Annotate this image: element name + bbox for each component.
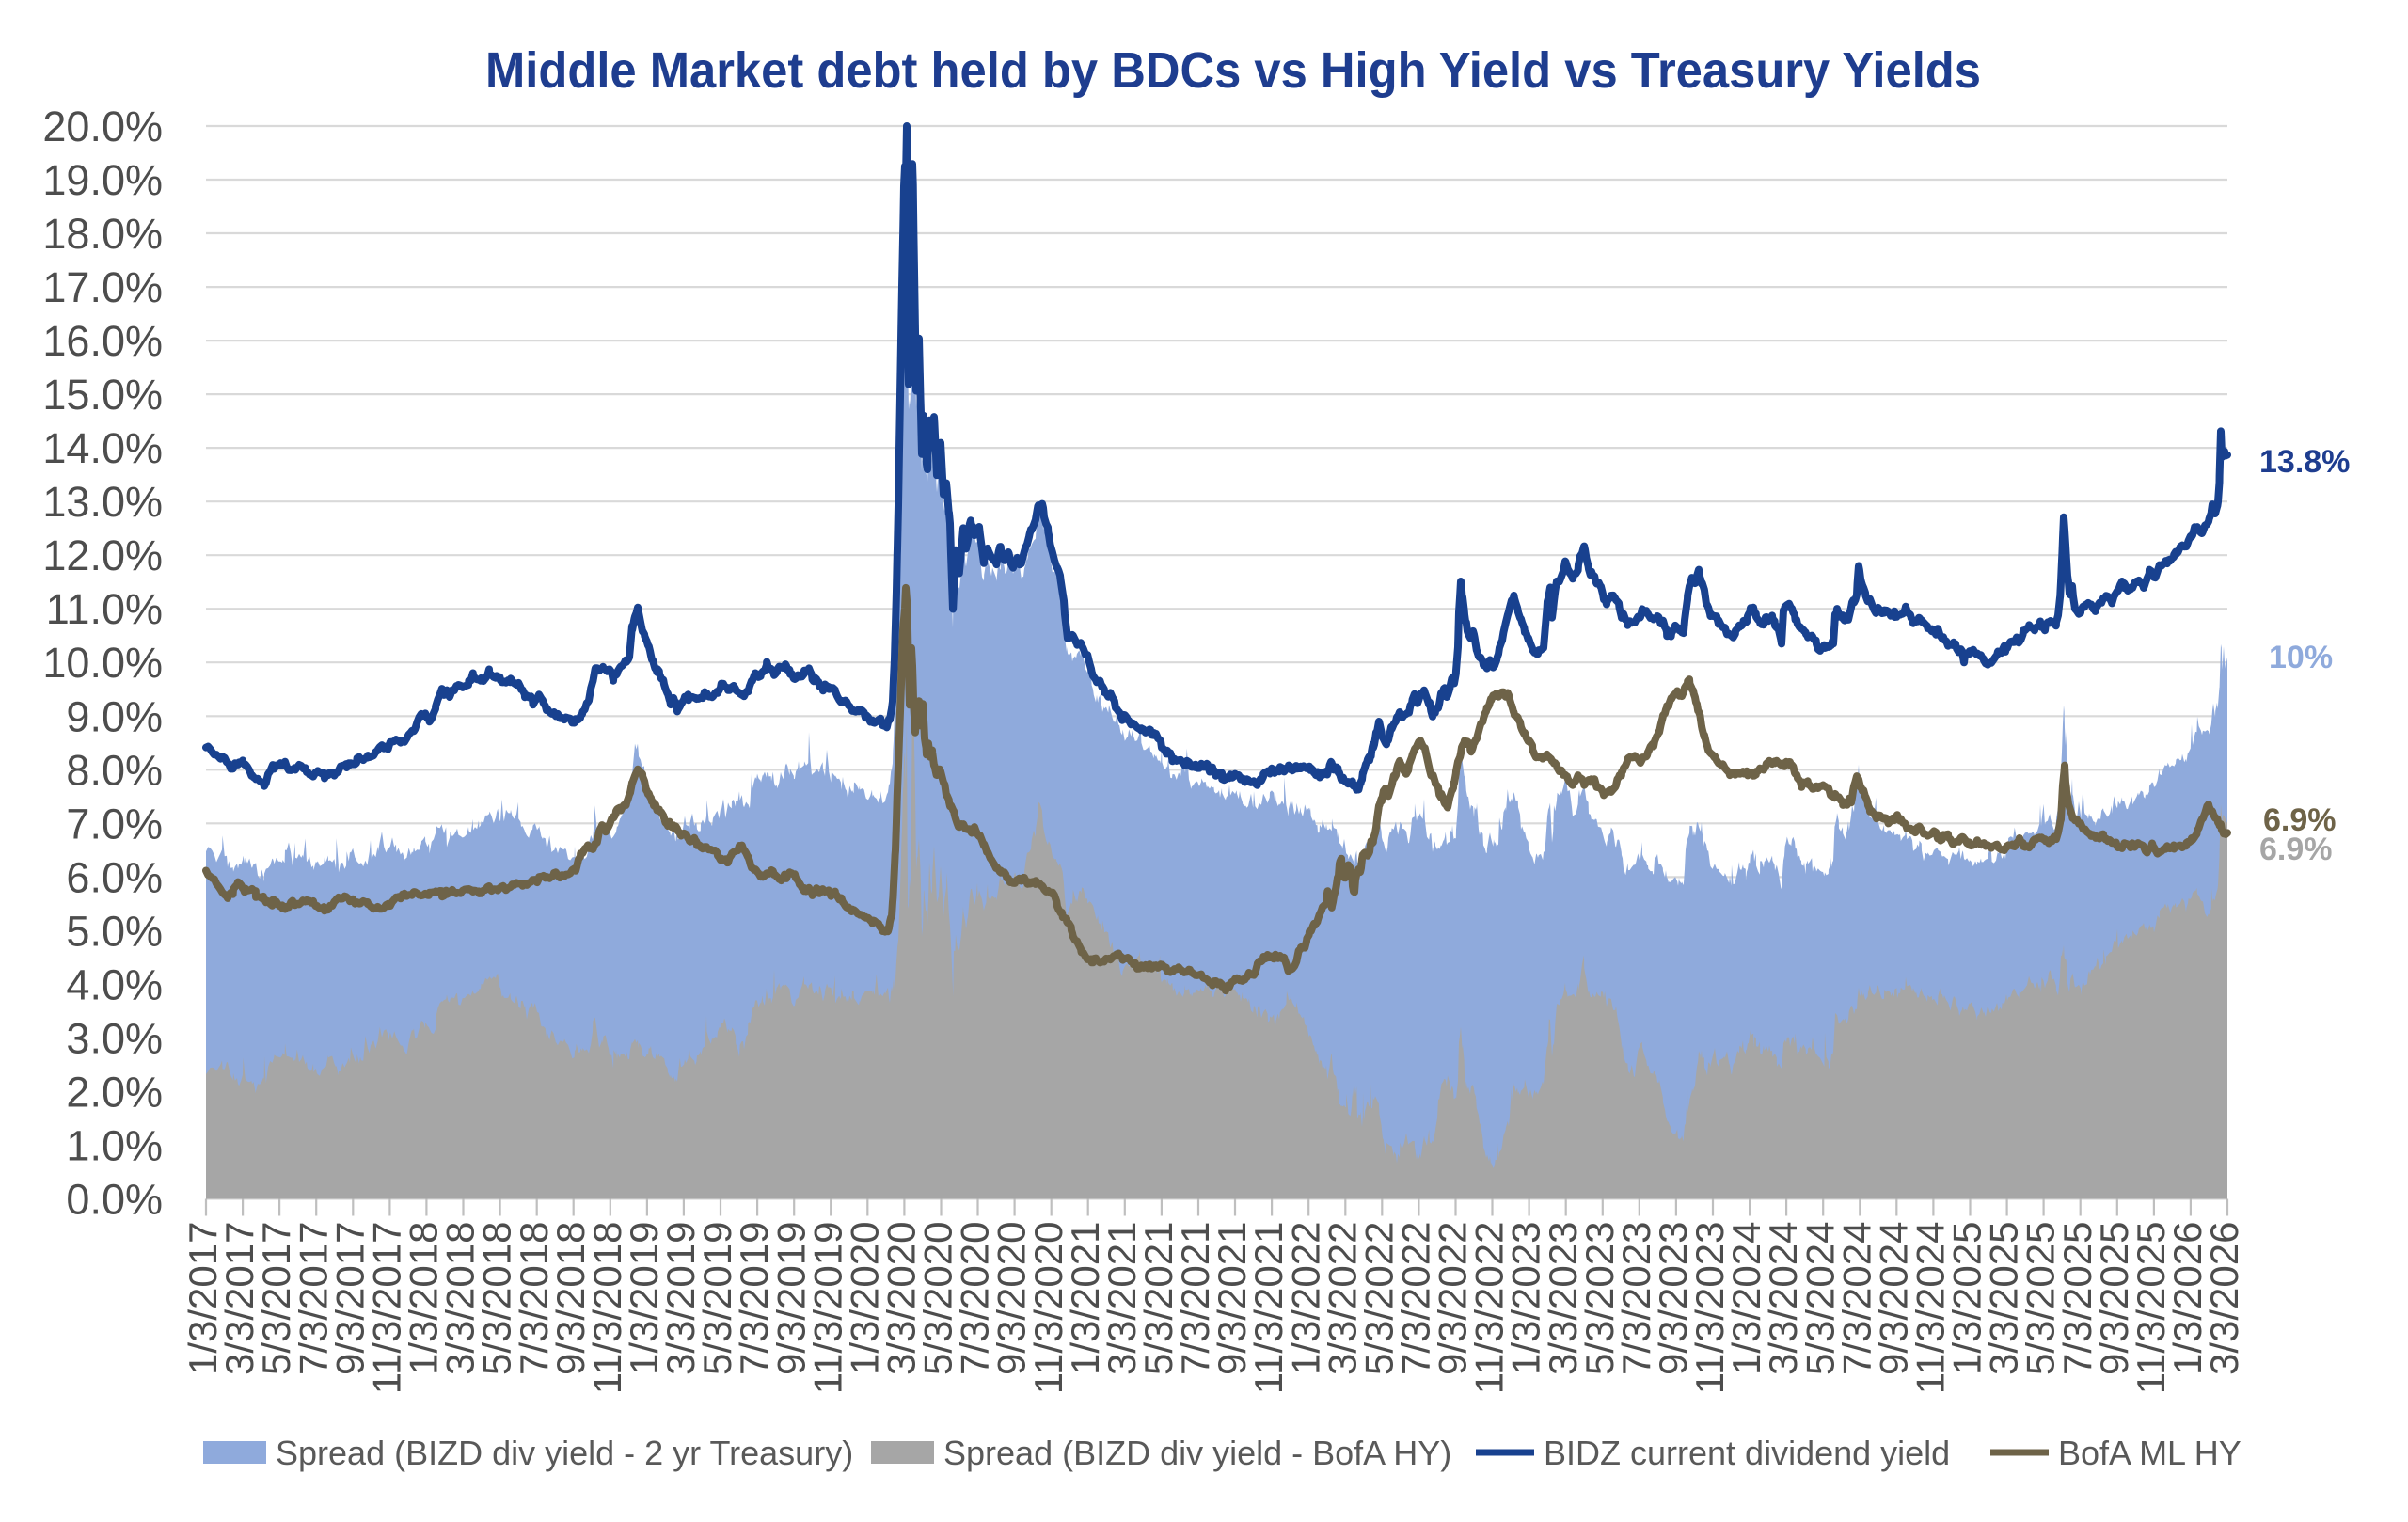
svg-text:Middle Market debt held by BDC: Middle Market debt held by BDCs vs High …: [485, 42, 1981, 99]
svg-text:3/3/2020: 3/3/2020: [879, 1222, 923, 1376]
svg-text:6.9%: 6.9%: [2263, 802, 2337, 838]
svg-text:9/3/2018: 9/3/2018: [548, 1222, 593, 1376]
svg-text:7/3/2023: 7/3/2023: [1614, 1222, 1658, 1376]
svg-text:3/3/2019: 3/3/2019: [658, 1222, 703, 1376]
svg-text:6.9%: 6.9%: [2259, 832, 2333, 867]
svg-text:7.0%: 7.0%: [66, 800, 163, 848]
svg-text:1/3/2023: 1/3/2023: [1504, 1222, 1548, 1376]
svg-text:13.8%: 13.8%: [2259, 444, 2350, 480]
svg-text:Spread (BIZD div yield - BofA: Spread (BIZD div yield - BofA HY): [943, 1434, 1451, 1472]
svg-text:13.0%: 13.0%: [42, 478, 163, 526]
svg-text:Spread (BIZD div yield - 2 yr: Spread (BIZD div yield - 2 yr Treasury): [276, 1434, 853, 1472]
svg-text:14.0%: 14.0%: [42, 424, 163, 472]
svg-text:11/3/2022: 11/3/2022: [1467, 1222, 1512, 1395]
svg-text:7/3/2021: 7/3/2021: [1173, 1222, 1217, 1376]
svg-text:3/3/2022: 3/3/2022: [1320, 1222, 1364, 1376]
svg-text:1/3/2024: 1/3/2024: [1724, 1222, 1768, 1376]
svg-text:5/3/2017: 5/3/2017: [254, 1222, 298, 1376]
svg-text:11/3/2019: 11/3/2019: [805, 1222, 849, 1395]
svg-text:7/3/2022: 7/3/2022: [1393, 1222, 1437, 1376]
svg-text:11.0%: 11.0%: [46, 585, 163, 633]
svg-text:17.0%: 17.0%: [42, 263, 163, 311]
svg-text:1/3/2019: 1/3/2019: [622, 1222, 666, 1376]
svg-text:7/3/2025: 7/3/2025: [2055, 1222, 2099, 1376]
svg-text:2.0%: 2.0%: [66, 1069, 163, 1117]
svg-text:5/3/2020: 5/3/2020: [916, 1222, 960, 1376]
svg-text:11/3/2024: 11/3/2024: [1908, 1222, 1952, 1395]
svg-text:18.0%: 18.0%: [42, 210, 163, 258]
svg-text:1/3/2021: 1/3/2021: [1063, 1222, 1107, 1376]
svg-text:BIDZ current dividend yield: BIDZ current dividend yield: [1544, 1434, 1950, 1472]
svg-text:5/3/2024: 5/3/2024: [1798, 1222, 1842, 1376]
svg-text:5/3/2025: 5/3/2025: [2019, 1222, 2063, 1376]
svg-text:3/3/2025: 3/3/2025: [1982, 1222, 2026, 1376]
svg-text:19.0%: 19.0%: [42, 156, 163, 204]
svg-text:10%: 10%: [2269, 640, 2333, 675]
svg-text:10.0%: 10.0%: [42, 639, 163, 687]
svg-text:3.0%: 3.0%: [66, 1014, 163, 1062]
svg-text:9/3/2023: 9/3/2023: [1651, 1222, 1695, 1376]
svg-text:3/3/2023: 3/3/2023: [1541, 1222, 1585, 1376]
svg-text:1/3/2018: 1/3/2018: [401, 1222, 445, 1376]
svg-text:7/3/2018: 7/3/2018: [512, 1222, 556, 1376]
svg-text:1/3/2022: 1/3/2022: [1283, 1222, 1327, 1376]
svg-text:5/3/2021: 5/3/2021: [1136, 1222, 1180, 1376]
svg-text:11/3/2025: 11/3/2025: [2129, 1222, 2173, 1395]
svg-text:9/3/2025: 9/3/2025: [2092, 1222, 2136, 1376]
svg-text:5/3/2022: 5/3/2022: [1356, 1222, 1401, 1376]
svg-text:9/3/2024: 9/3/2024: [1871, 1222, 1915, 1376]
svg-text:BofA ML HY: BofA ML HY: [2058, 1434, 2242, 1472]
svg-text:11/3/2023: 11/3/2023: [1687, 1222, 1732, 1395]
svg-text:9/3/2022: 9/3/2022: [1431, 1222, 1475, 1376]
svg-text:9.0%: 9.0%: [66, 692, 163, 740]
svg-text:12.0%: 12.0%: [42, 531, 163, 579]
svg-text:6.0%: 6.0%: [66, 853, 163, 901]
svg-text:9/3/2017: 9/3/2017: [327, 1222, 372, 1376]
svg-text:9/3/2019: 9/3/2019: [768, 1222, 813, 1376]
svg-text:5.0%: 5.0%: [66, 907, 163, 955]
svg-text:7/3/2024: 7/3/2024: [1834, 1222, 1878, 1376]
svg-text:7/3/2020: 7/3/2020: [953, 1222, 997, 1376]
svg-text:5/3/2018: 5/3/2018: [475, 1222, 519, 1376]
svg-text:3/3/2018: 3/3/2018: [438, 1222, 483, 1376]
svg-text:7/3/2017: 7/3/2017: [291, 1222, 335, 1376]
svg-text:15.0%: 15.0%: [42, 371, 163, 419]
svg-text:1/3/2026: 1/3/2026: [2165, 1222, 2210, 1376]
svg-text:11/3/2017: 11/3/2017: [364, 1222, 408, 1395]
svg-text:20.0%: 20.0%: [42, 103, 163, 151]
svg-text:11/3/2021: 11/3/2021: [1246, 1222, 1291, 1395]
svg-text:9/3/2021: 9/3/2021: [1210, 1222, 1254, 1376]
svg-text:3/3/2017: 3/3/2017: [217, 1222, 261, 1376]
svg-text:8.0%: 8.0%: [66, 746, 163, 794]
svg-text:5/3/2023: 5/3/2023: [1577, 1222, 1622, 1376]
svg-text:3/3/2021: 3/3/2021: [1100, 1222, 1144, 1376]
svg-text:4.0%: 4.0%: [66, 960, 163, 1008]
svg-text:1/3/2025: 1/3/2025: [1945, 1222, 1989, 1376]
svg-text:1.0%: 1.0%: [66, 1122, 163, 1170]
svg-text:3/3/2024: 3/3/2024: [1761, 1222, 1805, 1376]
svg-text:11/3/2018: 11/3/2018: [585, 1222, 629, 1395]
svg-text:11/3/2020: 11/3/2020: [1026, 1222, 1070, 1395]
svg-text:1/3/2017: 1/3/2017: [181, 1222, 225, 1376]
svg-text:16.0%: 16.0%: [42, 317, 163, 365]
svg-text:5/3/2019: 5/3/2019: [695, 1222, 739, 1376]
svg-text:9/3/2020: 9/3/2020: [990, 1222, 1034, 1376]
svg-text:1/3/2020: 1/3/2020: [842, 1222, 886, 1376]
svg-text:7/3/2019: 7/3/2019: [732, 1222, 776, 1376]
svg-text:3/3/2026: 3/3/2026: [2202, 1222, 2246, 1376]
svg-text:0.0%: 0.0%: [66, 1176, 163, 1224]
